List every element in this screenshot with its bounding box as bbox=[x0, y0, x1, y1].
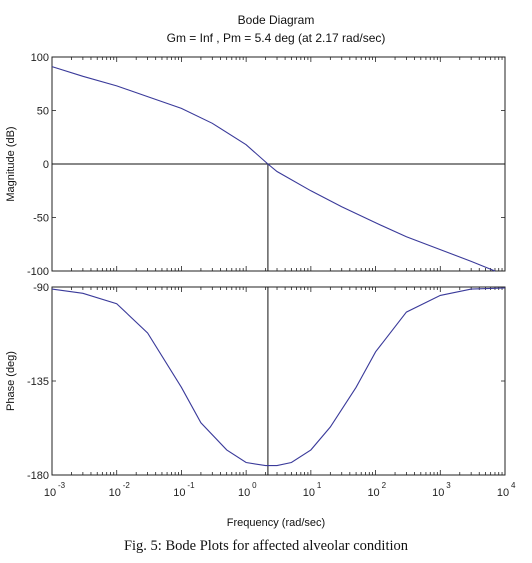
x-tick-label: 10 bbox=[238, 487, 250, 499]
phase-tick-labels: -90 -135 -180 bbox=[27, 282, 49, 482]
x-tick-exponent: -3 bbox=[58, 481, 66, 490]
y-tick-label: -135 bbox=[27, 376, 49, 388]
x-tick-exponent: 4 bbox=[511, 481, 516, 490]
y-tick-label: -50 bbox=[33, 213, 49, 225]
x-tick-exponent: 0 bbox=[252, 481, 257, 490]
x-tick-exponent: 2 bbox=[382, 481, 387, 490]
phase-series-line bbox=[51, 287, 506, 467]
phase-tick-marks bbox=[51, 286, 505, 476]
x-tick-exponent: 3 bbox=[446, 481, 451, 490]
magnitude-series-line bbox=[51, 66, 496, 272]
x-tick-exponent: -1 bbox=[187, 481, 195, 490]
x-tick-label: 10 bbox=[432, 487, 444, 499]
x-tick-exponent: 1 bbox=[317, 481, 322, 490]
y-tick-label: 100 bbox=[31, 52, 49, 64]
magnitude-tick-marks bbox=[51, 56, 505, 272]
phase-plot-frame bbox=[51, 286, 506, 476]
chart-title: Bode Diagram bbox=[238, 13, 315, 27]
bode-figure: Bode Diagram Gm = Inf , Pm = 5.4 deg (at… bbox=[5, 13, 516, 529]
x-tick-label: 10 bbox=[109, 487, 121, 499]
y-tick-label: 0 bbox=[43, 159, 49, 171]
y-tick-label: 50 bbox=[37, 106, 49, 118]
chart-subtitle: Gm = Inf , Pm = 5.4 deg (at 2.17 rad/sec… bbox=[167, 31, 386, 45]
magnitude-tick-labels: 100 50 0 -50 -100 bbox=[27, 52, 49, 278]
x-tick-label: 10 bbox=[367, 487, 379, 499]
y-tick-label: -100 bbox=[27, 266, 49, 278]
frequency-xlabel: Frequency (rad/sec) bbox=[227, 517, 325, 529]
y-tick-label: -180 bbox=[27, 470, 49, 482]
x-tick-label: 10 bbox=[497, 487, 509, 499]
y-tick-label: -90 bbox=[33, 282, 49, 294]
x-tick-label: 10 bbox=[173, 487, 185, 499]
phase-ylabel: Phase (deg) bbox=[5, 351, 17, 411]
x-tick-exponent: -2 bbox=[123, 481, 131, 490]
magnitude-ylabel: Magnitude (dB) bbox=[5, 126, 17, 201]
x-tick-label: 10 bbox=[303, 487, 315, 499]
figure-caption: Fig. 5: Bode Plots for affected alveolar… bbox=[123, 538, 409, 554]
x-tick-label: 10 bbox=[44, 487, 56, 499]
